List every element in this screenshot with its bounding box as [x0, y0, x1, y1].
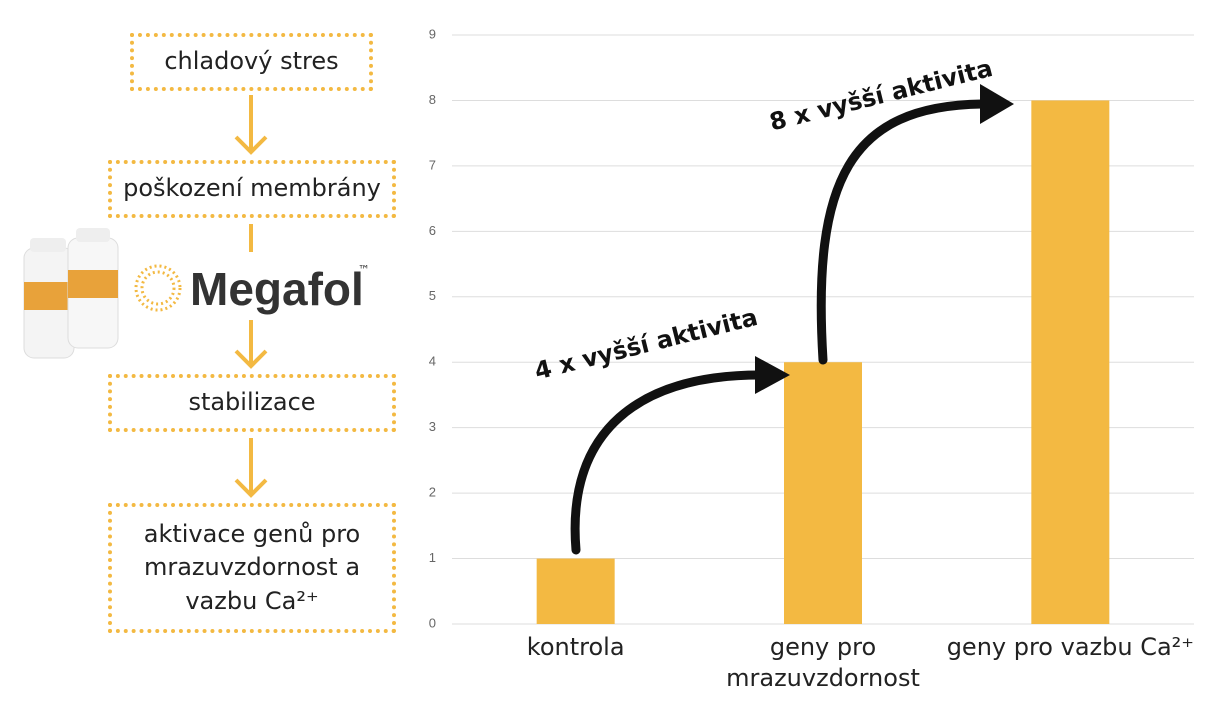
- annotation: 8 x vyšší aktivita: [767, 54, 996, 137]
- flow-step: stabilizace: [108, 374, 396, 432]
- x-tick-label: geny pro vazbu Ca²⁺: [946, 633, 1194, 661]
- y-tick-label: 0: [429, 615, 436, 630]
- bar: [1031, 100, 1110, 624]
- bar: [784, 362, 862, 624]
- y-tick-label: 5: [429, 288, 436, 303]
- y-tick-label: 6: [429, 223, 436, 238]
- logo-text: Megafol: [190, 263, 364, 315]
- y-tick-label: 4: [429, 354, 436, 369]
- x-tick-label: geny pro mrazuvzdornost: [726, 633, 920, 693]
- logo-mark: ™: [358, 263, 370, 277]
- y-tick-label: 3: [429, 419, 436, 434]
- y-tick-label: 2: [429, 485, 436, 500]
- y-tick-label: 9: [429, 26, 436, 41]
- flow-step: poškození membrány: [108, 160, 396, 218]
- logo-sun: [134, 264, 182, 312]
- annotation-arrows: [570, 99, 987, 555]
- x-tick-label: kontrola: [526, 633, 625, 661]
- y-tick-label: 1: [429, 550, 436, 565]
- y-tick-label: 8: [429, 92, 436, 107]
- flow-arrows: [234, 95, 268, 498]
- flow-step: aktivace genů pro mrazuvzdornost a vazbu…: [108, 503, 396, 633]
- bar: [536, 558, 615, 624]
- y-tick-label: 7: [429, 157, 436, 172]
- arrow-head: [755, 356, 790, 394]
- flow-step: chladový stres: [130, 33, 373, 91]
- product-bottles: [23, 228, 119, 359]
- arrow-head: [980, 84, 1014, 124]
